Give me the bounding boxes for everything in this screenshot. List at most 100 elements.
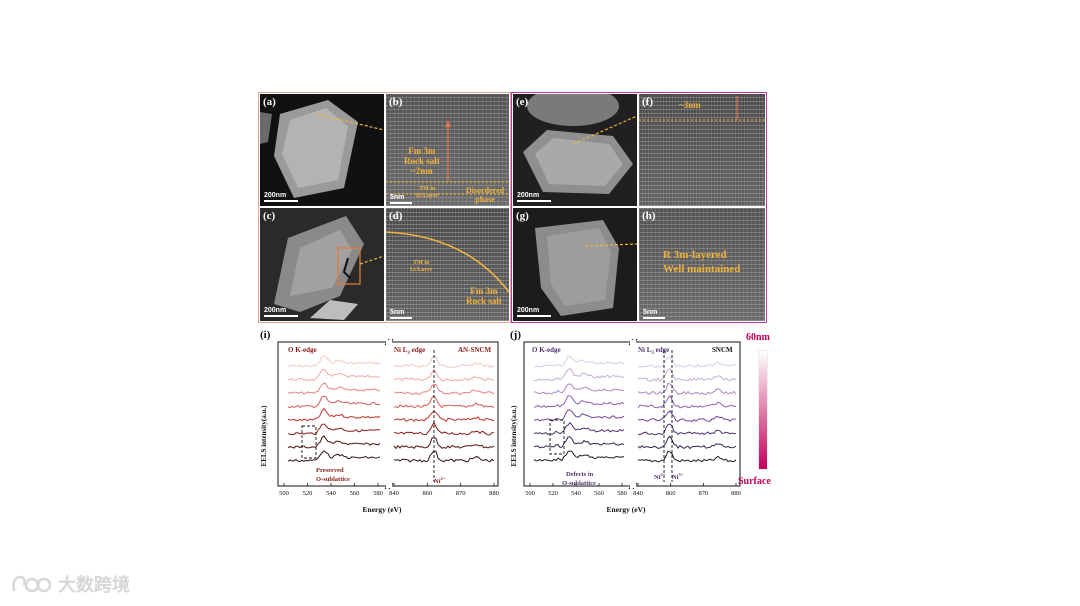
eels-j-annot2: O-sublattice xyxy=(562,480,596,487)
eels-j-xtick-label: 860 xyxy=(666,490,676,497)
eels-j-spectrum-o xyxy=(533,436,625,449)
panel-f-overlay xyxy=(639,96,765,121)
eels-j-xtick-label: 880 xyxy=(731,490,741,497)
eels-i-spectrum-ni xyxy=(393,383,495,395)
panel-a: (a) 200nm xyxy=(260,94,384,206)
eels-j-spectrum-o xyxy=(533,383,625,395)
eels-i-pre-edge-box xyxy=(301,425,317,459)
eels-j-svg: (j) O K-edge Ni L3 edge SNCM Defects in … xyxy=(510,329,741,514)
eels-chart-j: (j) O K-edge Ni L3 edge SNCM Defects in … xyxy=(508,326,744,516)
panel-g-image xyxy=(535,220,637,316)
watermark: 大数跨境 xyxy=(10,572,130,596)
eels-i-spectrum-o xyxy=(287,355,381,368)
eels-i-o-edge: O K-edge xyxy=(288,346,317,354)
panel-f-thickness: ~3nm xyxy=(679,100,701,110)
panel-b-label: (b) xyxy=(389,96,403,108)
eels-chart-i: (i) O K-edge Ni L3 edge AN-SNCM Preserve… xyxy=(258,326,506,516)
eels-j-spectrum-o xyxy=(533,355,625,368)
panel-c-scalebar: 200nm xyxy=(264,307,298,317)
depth-colorbar: 60nm Surface xyxy=(738,330,784,494)
eels-j-spectrum-ni xyxy=(637,435,737,450)
eels-i-ni-edge: Ni L3 edge xyxy=(394,346,425,356)
eels-j-spectrum-o xyxy=(533,421,625,435)
eels-i-spectrum-o xyxy=(287,423,381,436)
eels-j-ni-edge: Ni L3 edge xyxy=(638,346,669,356)
eels-j-spectrum-ni xyxy=(637,367,737,382)
tem-figure-left: (a) 200nm (b) Fm 3m Rock salt ~2nm TM in… xyxy=(258,92,511,323)
panel-a-label: (a) xyxy=(263,96,276,108)
eels-i-spectrum-ni xyxy=(393,421,495,436)
panel-f-label: (f) xyxy=(642,96,653,108)
eels-j-annot1: Defects in xyxy=(566,471,594,478)
eels-j-xtick-label: 870 xyxy=(698,490,708,497)
eels-i-spectrum-ni xyxy=(393,395,495,409)
eels-i-spectrum-ni xyxy=(393,410,495,423)
eels-i-svg: (i) O K-edge Ni L3 edge AN-SNCM Preserve… xyxy=(260,329,499,514)
panel-d-phase: Fm 3m Rock salt xyxy=(466,286,502,306)
colorbar-top-label: 60nm xyxy=(746,332,770,343)
eels-i-spectrum-ni xyxy=(393,450,495,463)
eels-i-xtick-label: 580 xyxy=(373,490,383,497)
eels-j-xtick-label: 540 xyxy=(571,490,581,497)
panel-c: (c) 200nm xyxy=(260,208,384,321)
panel-c-label: (c) xyxy=(263,210,276,222)
eels-j-spectrum-ni xyxy=(637,382,737,396)
panel-g: (g) 200nm xyxy=(513,208,637,321)
eels-i-xtick-label: 870 xyxy=(456,490,466,497)
panel-h-caption: R 3m-layered Well maintained xyxy=(663,249,741,275)
panel-d-scalebar: 5nm xyxy=(390,309,412,319)
eels-j-xtick-label: 500 xyxy=(525,490,535,497)
panel-b-scalebar: 5nm xyxy=(390,194,412,204)
eels-i-ylabel: EELS intensity(a.u.) xyxy=(260,405,268,467)
eels-j-spectrum-o xyxy=(533,450,625,462)
eels-j-sample: SNCM xyxy=(712,346,733,354)
panel-d-tm-li: TM in Li Layer xyxy=(410,260,433,273)
eels-i-xtick-label: 560 xyxy=(350,490,360,497)
eels-i-ni-state: Ni2+ xyxy=(434,476,446,485)
tem-figure-right: (e) 200nm (f) ~3nm (g) 200nm (h) R 3m-la… xyxy=(511,92,767,323)
panel-h-scalebar: 5nm xyxy=(643,309,665,319)
panel-b-disordered: Disordered phase xyxy=(466,186,505,204)
eels-i-annot1: Preserved xyxy=(316,467,344,474)
eels-i-sample: AN-SNCM xyxy=(458,346,491,354)
panel-e-image xyxy=(523,94,637,194)
panel-e-label: (e) xyxy=(516,96,529,108)
eels-i-xlabel: Energy (eV) xyxy=(363,505,402,514)
eels-j-spectrum-ni xyxy=(637,423,737,436)
eels-j-break-gap xyxy=(630,340,636,488)
panel-e: (e) 200nm xyxy=(513,94,637,206)
eels-j-spectrum-o xyxy=(533,367,625,382)
eels-i-spectrum-ni xyxy=(393,437,495,450)
eels-i-spectrum-o xyxy=(287,407,381,422)
panel-d-overlay xyxy=(386,231,509,293)
eels-j-o-edge: O K-edge xyxy=(532,346,561,354)
eels-j-spectrum-o xyxy=(533,395,625,409)
panel-h-label: (h) xyxy=(642,210,656,222)
panel-b-phase: Fm 3m Rock salt ~2nm xyxy=(404,146,440,176)
eels-j-xtick-label: 840 xyxy=(633,490,643,497)
eels-j-xtick-label: 560 xyxy=(594,490,604,497)
panel-e-scalebar: 200nm xyxy=(517,192,551,202)
eels-i-spectrum-ni xyxy=(393,368,495,382)
eels-i-annot2: O-sublattice xyxy=(316,476,350,483)
eels-j-label: (j) xyxy=(510,329,521,341)
eels-j-spectrum-ni xyxy=(637,395,737,409)
panel-c-image xyxy=(274,216,384,320)
panel-d-label: (d) xyxy=(389,210,403,222)
colorbar-bottom-label: Surface xyxy=(738,476,771,487)
eels-j-ni-state1: Ni2+ xyxy=(654,472,666,481)
eels-i-spectrum-o xyxy=(287,368,381,382)
eels-i-spectrum-ni xyxy=(393,355,495,369)
eels-i-xtick-label: 540 xyxy=(326,490,336,497)
eels-j-pre-edge-box xyxy=(549,419,565,455)
eels-j-xtick-label: 520 xyxy=(548,490,558,497)
eels-j-xlabel: Energy (eV) xyxy=(607,505,646,514)
eels-i-xtick-label: 880 xyxy=(489,490,499,497)
panel-b: (b) Fm 3m Rock salt ~2nm TM in Li Layer … xyxy=(386,94,509,206)
eels-j-ylabel: EELS intensity(a.u.) xyxy=(510,405,518,467)
panel-b-overlay xyxy=(386,120,509,195)
eels-i-spectrum-o xyxy=(287,382,381,395)
panel-a-scalebar: 200nm xyxy=(264,192,298,202)
colorbar-gradient xyxy=(758,350,768,470)
panel-f: (f) ~3nm xyxy=(639,94,765,206)
